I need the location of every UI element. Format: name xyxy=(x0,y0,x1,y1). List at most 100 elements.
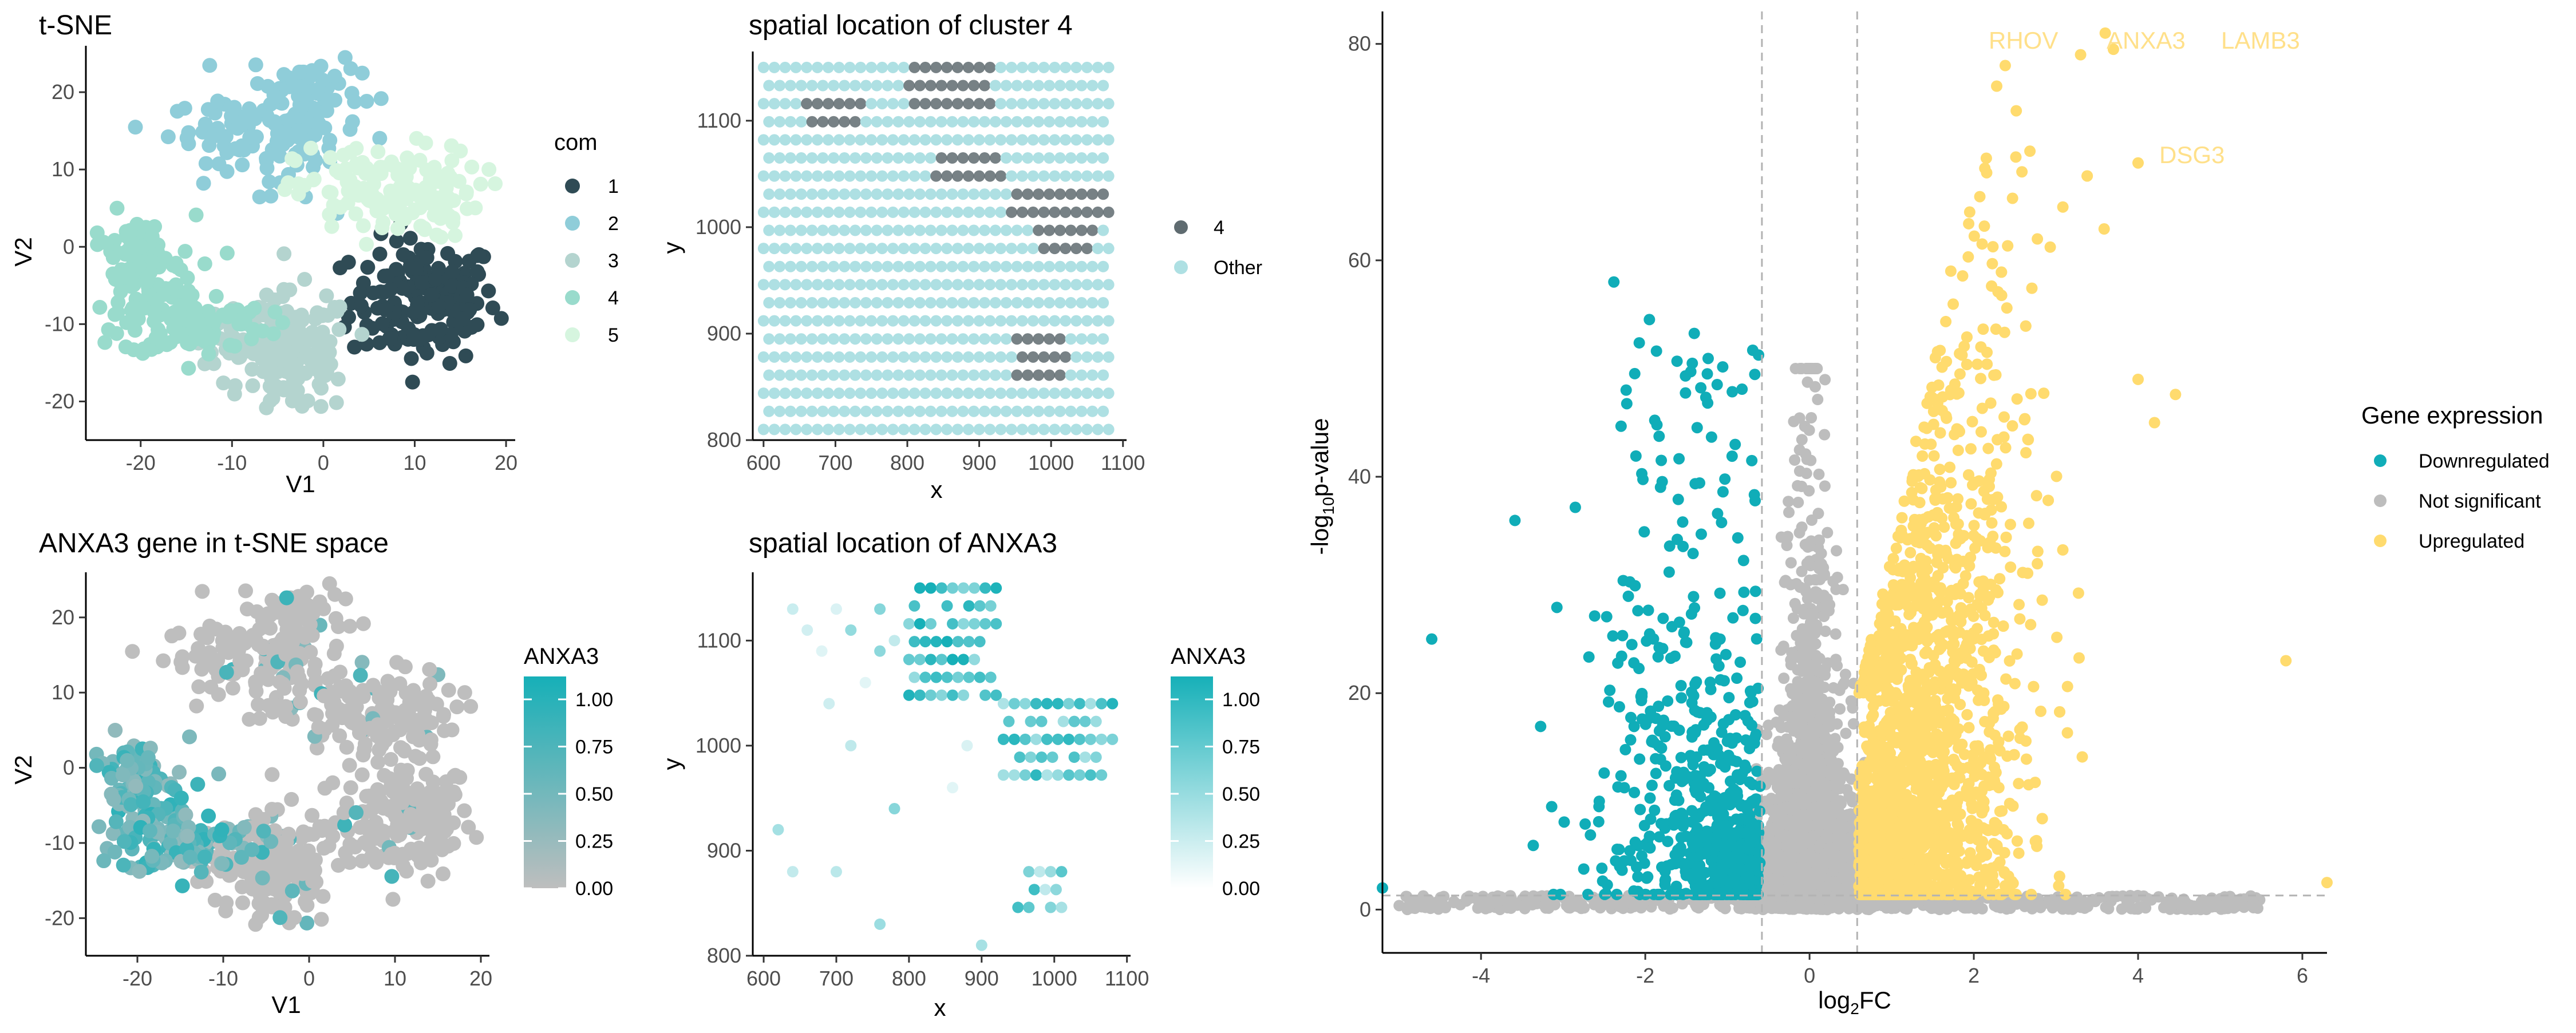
other-point xyxy=(1081,315,1093,327)
other-point xyxy=(1070,387,1082,399)
cluster4-point xyxy=(984,98,995,109)
other-point xyxy=(979,370,990,381)
anxa3-tsne-point xyxy=(441,683,456,698)
anxa3-tsne-point xyxy=(191,679,206,694)
other-point xyxy=(963,134,974,145)
other-point xyxy=(1033,406,1044,417)
other-point xyxy=(1097,116,1109,128)
other-point xyxy=(898,424,910,435)
other-point xyxy=(790,351,801,363)
anxa3-tsne-point xyxy=(174,790,189,805)
other-point xyxy=(952,207,963,218)
other-point xyxy=(941,243,953,254)
cluster4-point xyxy=(936,80,947,92)
tsne-point xyxy=(444,138,459,153)
other-point xyxy=(839,406,850,417)
other-point xyxy=(758,387,769,399)
anxa3-tsne-point xyxy=(128,779,143,794)
anxa3-spatial-point xyxy=(1056,866,1067,877)
anxa3-tsne-point xyxy=(141,750,156,765)
ns-point xyxy=(1811,651,1822,662)
other-point xyxy=(882,225,893,236)
cluster4-point xyxy=(1081,243,1093,254)
tsne-point xyxy=(329,395,344,410)
ns-point xyxy=(1817,727,1828,738)
other-point xyxy=(1060,279,1071,290)
ns-point xyxy=(1834,703,1846,715)
ns-point xyxy=(1818,699,1829,710)
anxa3-tsne-point xyxy=(251,697,266,712)
other-point xyxy=(919,315,931,327)
anxa3-spatial-point xyxy=(1091,751,1102,763)
cluster4-point xyxy=(1038,351,1050,363)
other-point xyxy=(898,279,910,290)
other-point xyxy=(763,80,775,92)
other-point xyxy=(855,351,866,363)
other-point xyxy=(796,188,807,200)
anxa3-tsne-y-tick-label: -20 xyxy=(45,906,74,929)
cluster4-point xyxy=(1060,243,1071,254)
tsne-point xyxy=(247,301,262,316)
anxa3-tsne-colorbar-label: 0.25 xyxy=(575,831,613,853)
other-point xyxy=(941,315,953,327)
other-point xyxy=(930,207,942,218)
other-point xyxy=(936,261,947,272)
other-point xyxy=(780,62,791,73)
anxa3-spatial-point xyxy=(1080,716,1091,727)
ns-point xyxy=(1776,778,1788,790)
anxa3-tsne-point xyxy=(189,699,204,714)
tsne-point xyxy=(285,394,300,409)
other-point xyxy=(990,116,1001,128)
anxa3-tsne-point xyxy=(389,782,404,797)
other-point xyxy=(828,152,839,164)
other-point xyxy=(925,333,937,345)
other-point xyxy=(914,116,926,128)
cluster4-point xyxy=(984,62,995,73)
anxa3-tsne-point xyxy=(190,777,205,791)
other-point xyxy=(903,116,915,128)
tsne-point xyxy=(266,353,281,367)
anxa3-tsne-point xyxy=(284,792,299,807)
ns-point xyxy=(1831,660,1843,671)
anxa3-spatial-point xyxy=(919,636,931,647)
other-point xyxy=(1054,406,1066,417)
other-point xyxy=(984,387,995,399)
other-point xyxy=(796,80,807,92)
cluster4-legend-label: Other xyxy=(1214,257,1262,279)
other-point xyxy=(903,333,915,345)
anxa3-spatial-point xyxy=(1036,716,1048,727)
anxa3-spatial-point xyxy=(998,734,1009,745)
ns-point xyxy=(1779,790,1790,802)
other-point xyxy=(930,134,942,145)
tsne-point xyxy=(262,175,276,189)
ns-point xyxy=(1769,824,1780,836)
other-point xyxy=(1081,424,1093,435)
cluster4-point xyxy=(974,98,985,109)
other-point xyxy=(952,351,963,363)
anxa3-tsne-point xyxy=(211,766,226,781)
other-point xyxy=(1006,424,1017,435)
other-point xyxy=(1070,98,1082,109)
cluster4-point xyxy=(974,62,985,73)
other-point xyxy=(892,116,904,128)
ns-point xyxy=(1805,412,1817,424)
other-point xyxy=(780,315,791,327)
ns-point xyxy=(1776,722,1787,733)
cluster4-point xyxy=(1022,370,1033,381)
ns-point xyxy=(1834,684,1846,696)
anxa3-spatial-point xyxy=(1085,769,1096,781)
tsne-point xyxy=(236,116,251,130)
tsne-point xyxy=(402,161,417,176)
ns-point xyxy=(1788,416,1799,428)
anxa3-tsne-colorbar xyxy=(524,676,566,888)
cluster4-point xyxy=(1044,188,1055,200)
cluster4-x-tick-label: 1000 xyxy=(1028,451,1074,474)
tsne-point xyxy=(177,244,192,259)
cluster4-point xyxy=(1060,351,1071,363)
other-point xyxy=(774,333,785,345)
other-point xyxy=(855,424,866,435)
tsne-point xyxy=(354,327,369,342)
other-point xyxy=(909,171,920,182)
tsne-point xyxy=(383,331,398,346)
tsne-point xyxy=(181,361,196,375)
